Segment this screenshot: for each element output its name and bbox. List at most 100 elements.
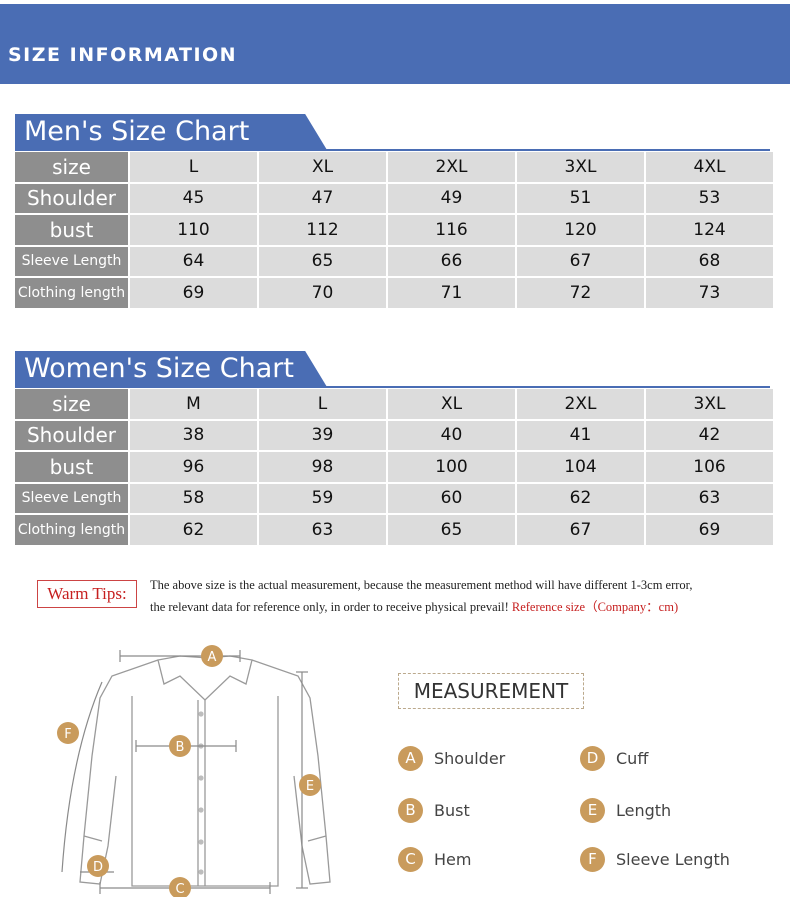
row-header: Clothing length (15, 515, 128, 545)
banner-title: SIZE INFORMATION (8, 44, 238, 66)
legend-label-shoulder: Shoulder (434, 749, 506, 768)
table-cell: 124 (646, 215, 773, 245)
diagram-badge-d (87, 855, 109, 877)
table-cell: 41 (517, 420, 644, 450)
table-cell: 69 (130, 278, 257, 308)
table-cell: 120 (517, 215, 644, 245)
table-cell: 45 (130, 183, 257, 213)
table-cell: M (130, 389, 257, 419)
collar-outline (157, 655, 253, 701)
cuff-lines (83, 835, 327, 842)
table-cell: 63 (259, 515, 386, 545)
warm-tips-label: Warm Tips: (37, 580, 137, 608)
table-cell: 2XL (517, 389, 644, 419)
women-chart-divider (15, 386, 770, 388)
table-cell: 110 (130, 215, 257, 245)
left-sleeve-outline (79, 659, 159, 885)
table-cell: 59 (259, 483, 386, 513)
legend-badge-a: A (398, 746, 423, 771)
legend-label-sleeve-length: Sleeve Length (616, 850, 730, 869)
table-cell: 58 (130, 483, 257, 513)
row-header: bust (15, 215, 128, 245)
men-size-table: size L XL 2XL 3XL 4XL Shoulder 45 47 49 51 53 bust 11… (13, 150, 775, 310)
table-cell: 64 (130, 246, 257, 276)
row-header: bust (15, 452, 128, 482)
legend-label-length: Length (616, 801, 672, 820)
svg-text:F: F (64, 727, 71, 742)
table-cell: XL (388, 389, 515, 419)
legend-badge-c: C (398, 847, 423, 872)
diagram-badge-e (299, 774, 321, 796)
men-chart-divider (15, 149, 770, 151)
table-cell: 39 (259, 420, 386, 450)
table-cell: 3XL (646, 389, 773, 419)
svg-text:A: A (208, 650, 217, 665)
table-cell: 100 (388, 452, 515, 482)
legend-badge-d: D (580, 746, 605, 771)
women-chart-title: Women's Size Chart (15, 351, 327, 387)
legend-badge-e: E (580, 798, 605, 823)
men-size-row: Clothing length 69 70 71 72 73 (15, 278, 773, 308)
table-cell: 4XL (646, 152, 773, 182)
row-header: size (15, 389, 128, 419)
table-cell: 3XL (517, 152, 644, 182)
table-cell: 51 (517, 183, 644, 213)
row-header: size (15, 152, 128, 182)
legend-badge-b: B (398, 798, 423, 823)
legend-label-bust: Bust (434, 801, 470, 820)
diagram-badge-c (169, 877, 191, 897)
table-cell: 60 (388, 483, 515, 513)
table-cell: 69 (646, 515, 773, 545)
table-cell: XL (259, 152, 386, 182)
women-size-row: bust 96 98 100 104 106 (15, 452, 773, 482)
table-cell: 42 (646, 420, 773, 450)
row-header: Clothing length (15, 278, 128, 308)
table-cell: 47 (259, 183, 386, 213)
men-size-row: Sleeve Length 64 65 66 67 68 (15, 246, 773, 276)
table-cell: 96 (130, 452, 257, 482)
women-size-row: Sleeve Length 58 59 60 62 63 (15, 483, 773, 513)
table-cell: 70 (259, 278, 386, 308)
svg-text:E: E (306, 779, 314, 794)
men-chart-title: Men's Size Chart (15, 114, 327, 150)
men-size-row: Shoulder 45 47 49 51 53 (15, 183, 773, 213)
table-cell: 63 (646, 483, 773, 513)
table-cell: 49 (388, 183, 515, 213)
table-cell: 98 (259, 452, 386, 482)
shirt-measurement-diagram: A B C D E F (57, 645, 331, 897)
table-cell: 65 (388, 515, 515, 545)
svg-text:B: B (176, 740, 185, 755)
table-cell: 65 (259, 246, 386, 276)
table-cell: 104 (517, 452, 644, 482)
men-size-row: size L XL 2XL 3XL 4XL (15, 152, 773, 182)
legend-label-cuff: Cuff (616, 749, 649, 768)
diagram-badge-f (57, 722, 79, 744)
diagram-badge-a (201, 645, 223, 667)
table-cell: L (130, 152, 257, 182)
table-cell: 67 (517, 246, 644, 276)
measurement-title: MEASUREMENT (398, 673, 584, 709)
table-cell: 40 (388, 420, 515, 450)
table-cell: 62 (130, 515, 257, 545)
row-header: Shoulder (15, 420, 128, 450)
row-header: Sleeve Length (15, 483, 128, 513)
legend-badge-f: F (580, 847, 605, 872)
table-cell: 68 (646, 246, 773, 276)
table-cell: 112 (259, 215, 386, 245)
table-cell: 62 (517, 483, 644, 513)
table-cell: 66 (388, 246, 515, 276)
women-size-table: size M L XL 2XL 3XL Shoulder 38 39 40 41 42 bust 96 98… (13, 387, 775, 547)
table-cell: L (259, 389, 386, 419)
table-cell: 72 (517, 278, 644, 308)
warm-tips-line2-text: the relevant data for reference only, in… (150, 600, 509, 614)
table-cell: 38 (130, 420, 257, 450)
table-cell: 53 (646, 183, 773, 213)
warm-tips-line2: the relevant data for reference only, in… (150, 596, 770, 615)
legend-label-hem: Hem (434, 850, 472, 869)
svg-text:D: D (93, 860, 103, 875)
table-cell: 2XL (388, 152, 515, 182)
table-cell: 73 (646, 278, 773, 308)
women-size-row: Shoulder 38 39 40 41 42 (15, 420, 773, 450)
table-cell: 106 (646, 452, 773, 482)
right-sleeve-outline (251, 659, 331, 885)
